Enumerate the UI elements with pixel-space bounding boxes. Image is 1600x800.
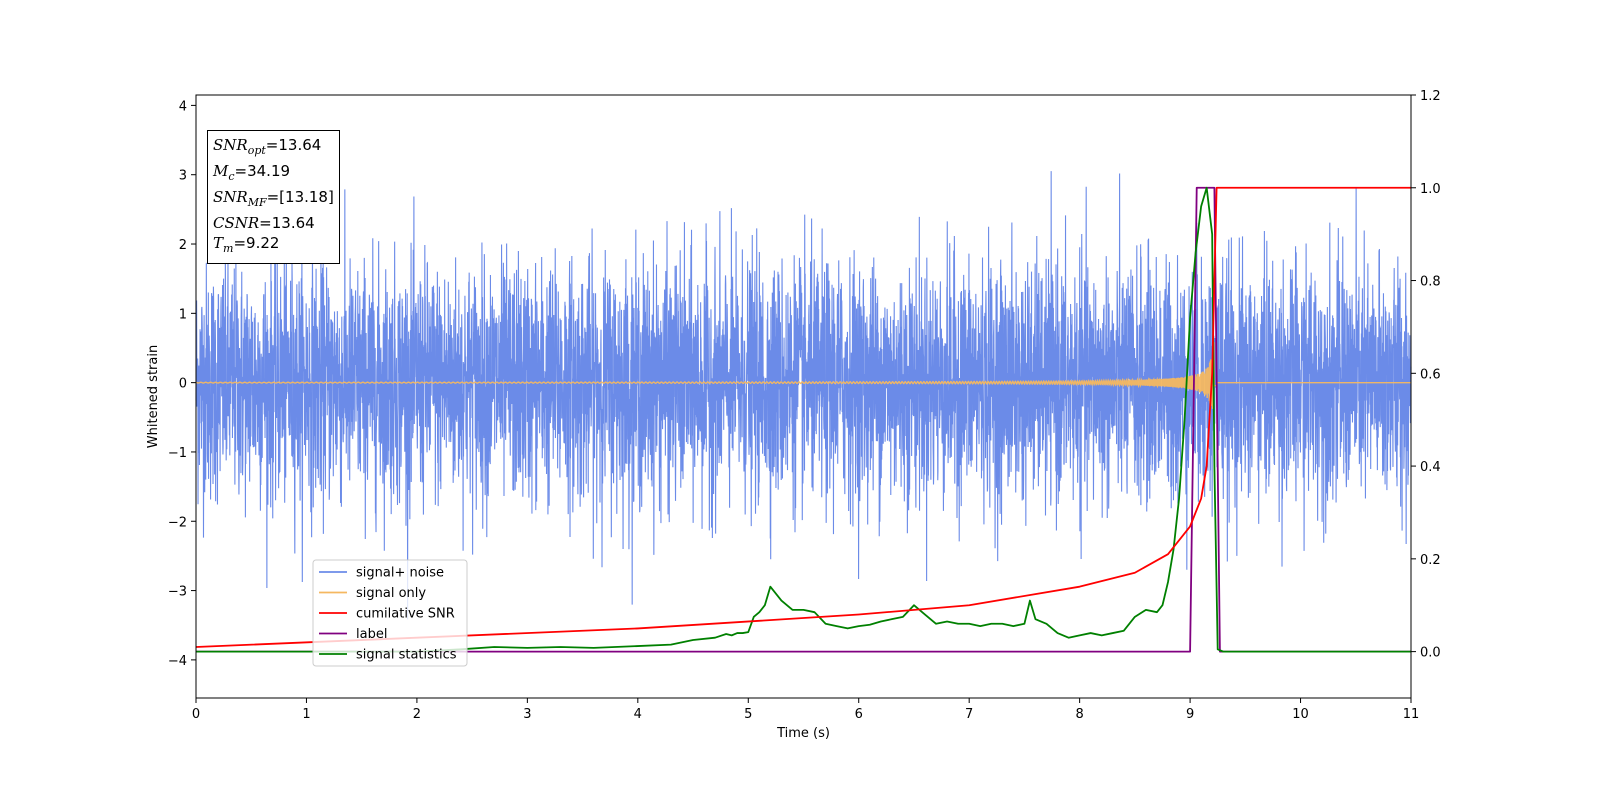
y-tick-label: 2 <box>179 238 187 253</box>
signal-statistics-line <box>196 186 1411 653</box>
y2-tick-label: 0.8 <box>1420 275 1441 290</box>
snr-info-box: SNRopt=13.64 Mc=34.19 SNRMF=[13.18] CSNR… <box>207 130 340 264</box>
csnr-row: CSNR=13.64 <box>213 213 334 233</box>
y-tick-label: −3 <box>168 585 187 600</box>
series-signal-plus-noise <box>195 171 1412 620</box>
y-tick-label: 1 <box>179 307 187 322</box>
snr-mf-label: SNR <box>213 188 248 206</box>
legend-label: signal+ noise <box>356 566 444 581</box>
y2-tick-label: 0.6 <box>1420 367 1441 382</box>
legend-box <box>312 559 468 667</box>
snr-mf-sub: MF <box>247 196 267 209</box>
series-signal-only <box>195 342 1411 409</box>
x-tick-label: 4 <box>634 707 642 722</box>
legend-label: signal statistics <box>356 648 457 663</box>
x-tick-label: 7 <box>965 707 973 722</box>
x-tick-label: 2 <box>413 707 421 722</box>
y-axis-label: Whitened strain <box>146 345 161 448</box>
x-tick-label: 5 <box>744 707 752 722</box>
tm-value: =9.22 <box>233 234 280 252</box>
y-tick-label: −1 <box>168 446 187 461</box>
x-tick-label: 9 <box>1186 707 1194 722</box>
mc-label: M <box>213 162 229 180</box>
x-tick-label: 10 <box>1292 707 1309 722</box>
snr-opt-value: =13.64 <box>265 136 322 154</box>
x-axis-label: Time (s) <box>776 726 830 741</box>
cumilative-snr-line <box>195 186 1411 648</box>
signal-plus-noise-line <box>195 171 1412 620</box>
x-axis: 0 1 2 3 4 5 6 7 8 9 10 11 <box>192 698 1419 722</box>
y-tick-label: −2 <box>168 515 187 530</box>
legend: signal+ noise signal only cumilative SNR la… <box>312 559 468 667</box>
legend-label: label <box>356 627 387 642</box>
x-tick-label: 6 <box>855 707 863 722</box>
signal-only-line <box>195 342 1411 409</box>
x-tick-label: 3 <box>523 707 531 722</box>
series-lines <box>195 186 1411 653</box>
y2-tick-label: 0.0 <box>1420 646 1441 661</box>
x-tick-label: 11 <box>1403 707 1420 722</box>
mc-value: =34.19 <box>234 162 291 180</box>
y2-tick-label: 1.2 <box>1420 89 1441 104</box>
y-tick-label: 0 <box>179 377 187 392</box>
csnr-label: CSNR <box>213 214 260 232</box>
x-tick-label: 0 <box>192 707 200 722</box>
snr-opt-label: SNR <box>213 136 248 154</box>
snr-mf-row: SNRMF=[13.18] <box>213 187 334 213</box>
y2-tick-label: 0.4 <box>1420 460 1441 475</box>
tm-label: T <box>213 234 224 252</box>
legend-label: signal only <box>356 586 426 601</box>
mc-row: Mc=34.19 <box>213 161 334 187</box>
snr-opt-row: SNRopt=13.64 <box>213 135 334 161</box>
legend-label: cumilative SNR <box>356 607 455 622</box>
plot-frame <box>195 94 1412 699</box>
mc-sub: c <box>228 170 235 183</box>
y2-tick-label: 1.0 <box>1420 182 1441 197</box>
y2-tick-label: 0.2 <box>1420 553 1441 568</box>
csnr-value: =13.64 <box>259 214 315 232</box>
snr-opt-sub: opt <box>247 144 266 157</box>
y-axis-left: −4 −3 −2 −1 0 1 2 3 4 <box>168 99 196 669</box>
x-tick-label: 1 <box>302 707 310 722</box>
x-tick-label: 8 <box>1075 707 1083 722</box>
y-tick-label: −4 <box>168 654 187 669</box>
y-tick-label: 4 <box>179 99 187 114</box>
y-axis-right: 0.0 0.2 0.4 0.6 0.8 1.0 1.2 <box>1411 89 1441 661</box>
snr-mf-value: =[13.18] <box>266 188 334 206</box>
tm-sub: m <box>223 242 234 255</box>
y-tick-label: 3 <box>179 169 187 184</box>
tm-row: Tm=9.22 <box>213 233 334 259</box>
